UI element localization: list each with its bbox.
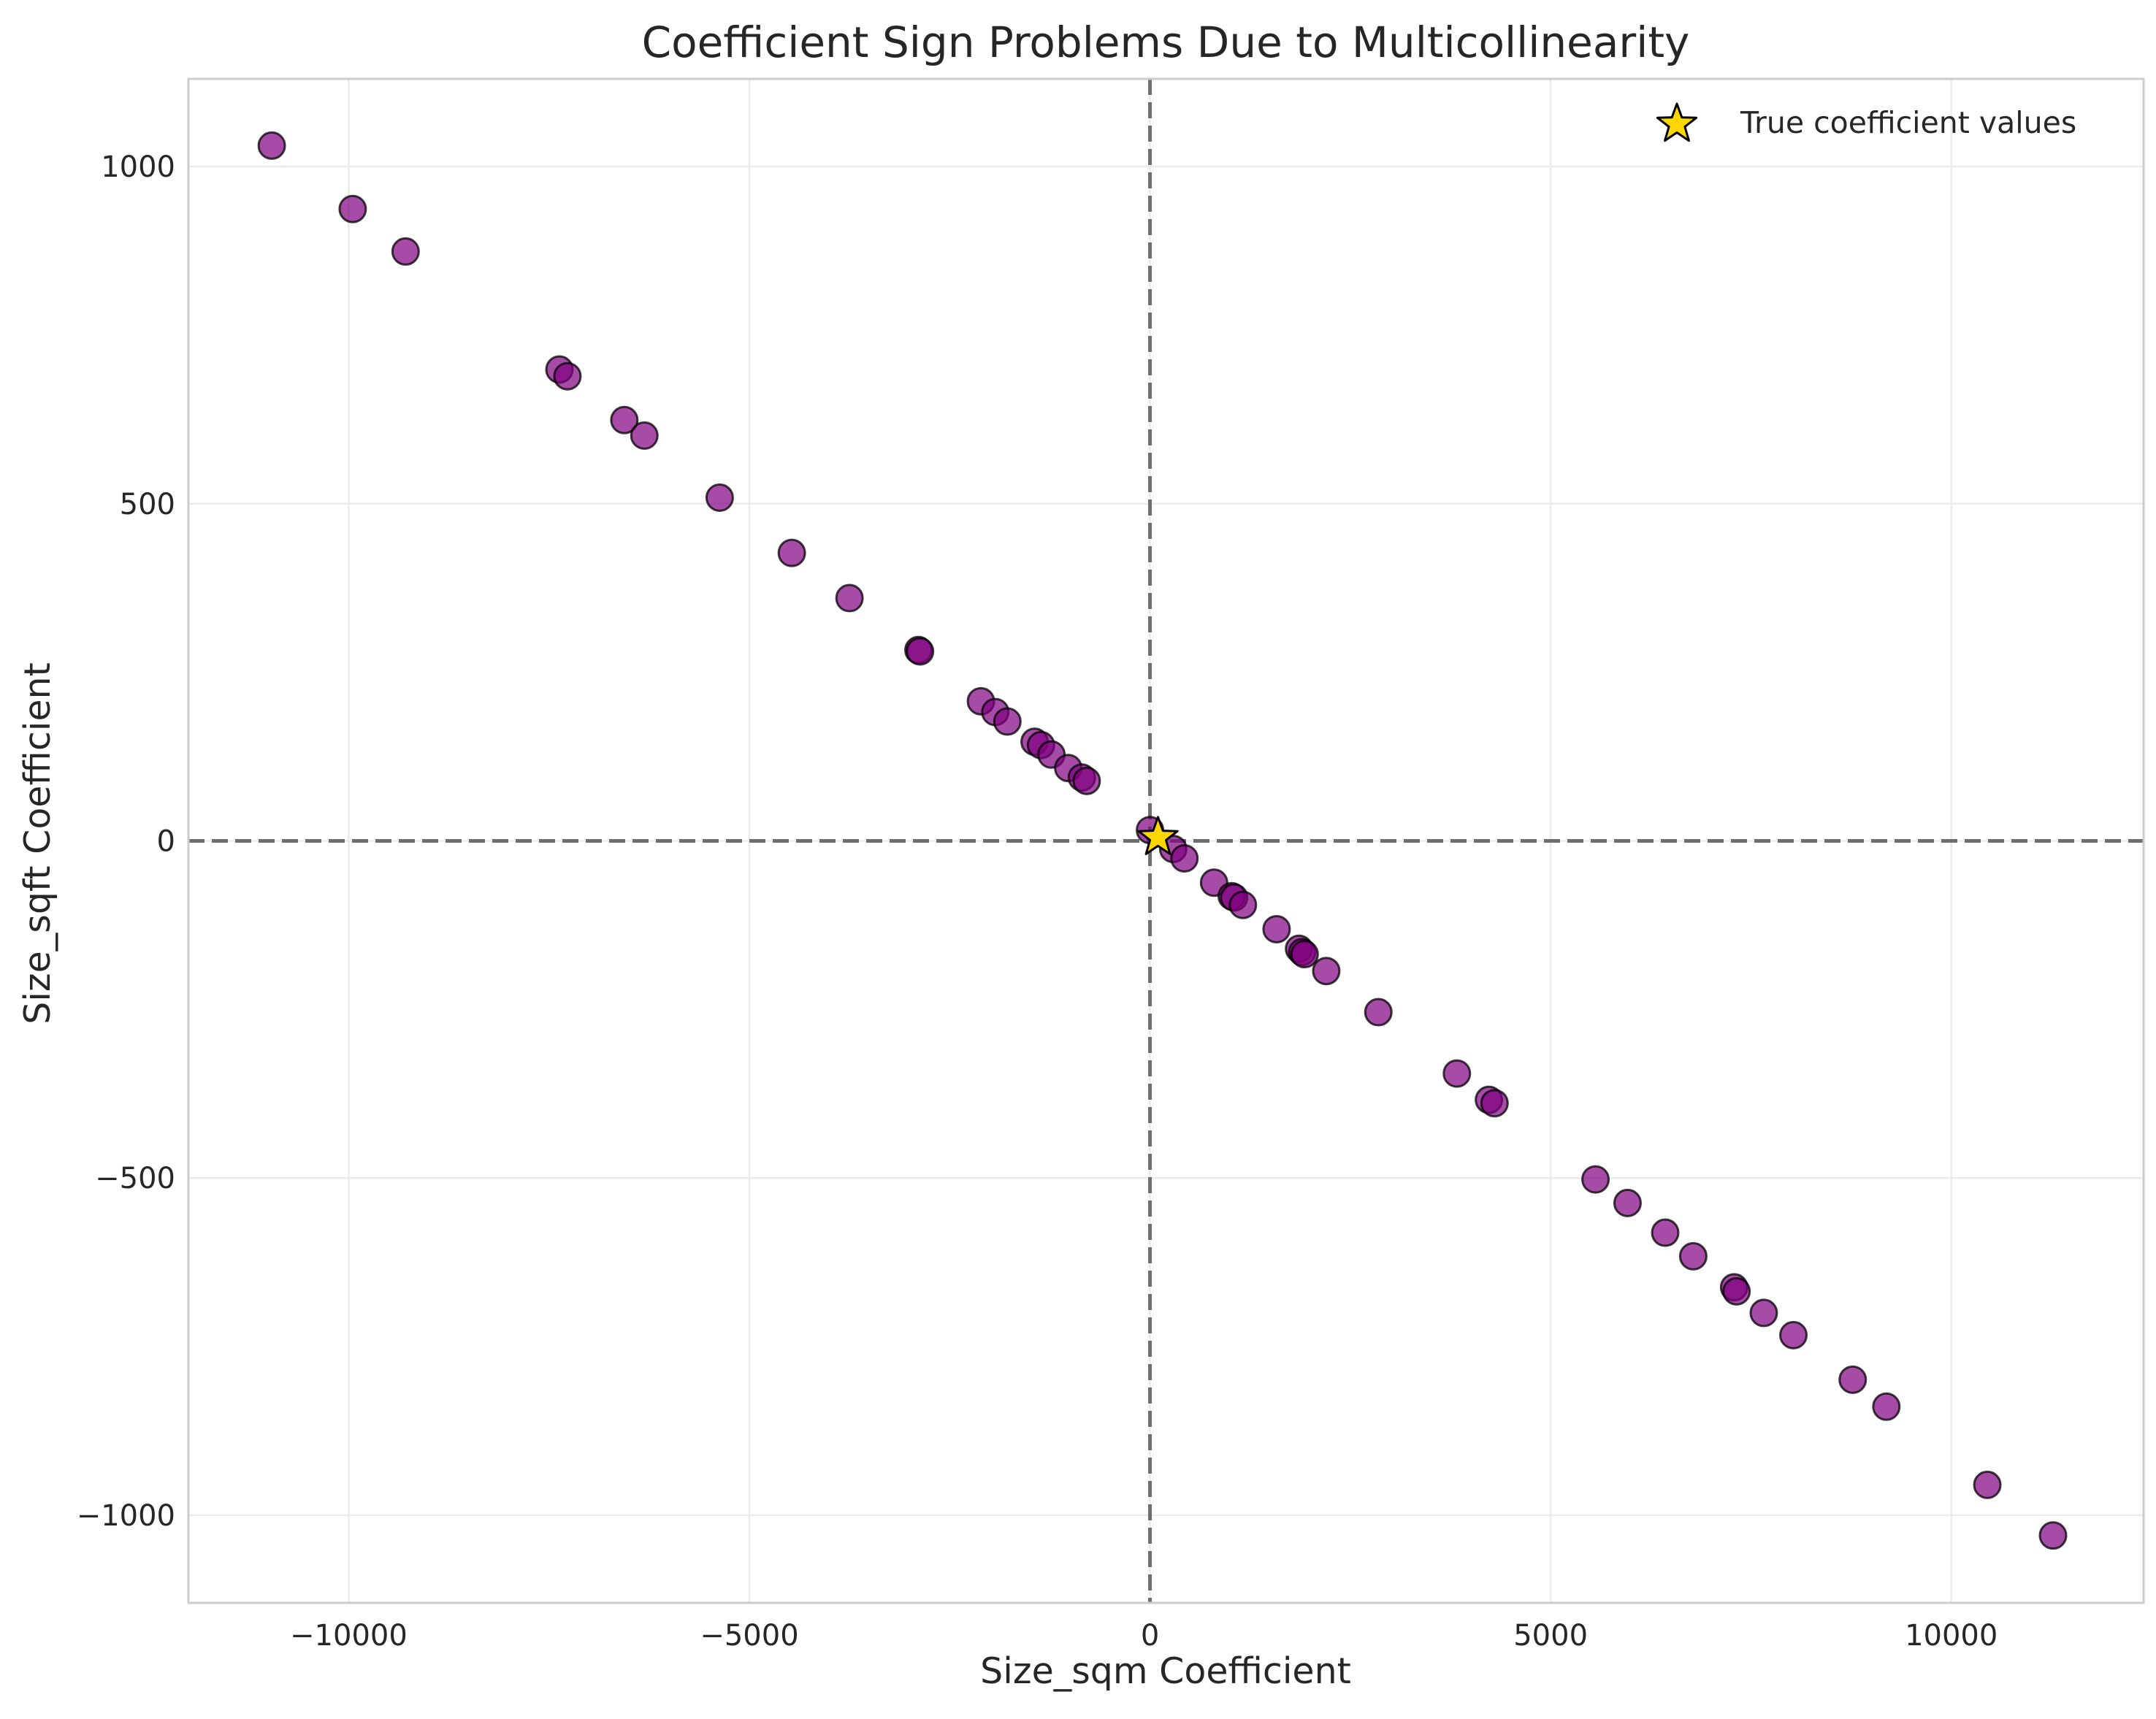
data-point (553, 361, 582, 391)
data-point (993, 707, 1022, 736)
data-point (906, 637, 935, 666)
data-point (1872, 1392, 1901, 1421)
y-tick-label: 0 (157, 825, 175, 859)
data-point (630, 421, 659, 451)
data-point (777, 538, 806, 567)
x-tick-label: −5000 (700, 1619, 798, 1653)
data-point (1838, 1365, 1868, 1394)
data-point (257, 131, 286, 160)
legend-star-icon (1656, 102, 1698, 142)
x-tick-label: 10000 (1905, 1619, 1998, 1653)
data-point (1228, 890, 1258, 919)
data-point (1749, 1298, 1778, 1328)
data-point (1480, 1089, 1509, 1118)
data-point (835, 583, 864, 613)
data-point (610, 405, 639, 434)
data-point (1364, 998, 1393, 1027)
data-point (1581, 1165, 1610, 1194)
legend: True coefficient values (1656, 102, 2076, 142)
true-value-star-marker (1137, 816, 1179, 855)
data-point (1312, 957, 1341, 986)
data-point (1779, 1320, 1808, 1349)
chart-title: Coefficient Sign Problems Due to Multico… (642, 18, 1690, 67)
data-point (1170, 844, 1199, 873)
data-point (338, 194, 367, 223)
data-point (391, 237, 420, 266)
x-tick-label: 5000 (1513, 1619, 1588, 1653)
data-point (705, 483, 734, 512)
plot-frame (187, 77, 2145, 1604)
y-axis-label: Size_sqft Coefficient (17, 662, 58, 1025)
data-point (2038, 1521, 2068, 1550)
data-point (1678, 1241, 1708, 1271)
x-tick-label: −10000 (290, 1619, 408, 1653)
data-point (1262, 914, 1291, 943)
data-point (1290, 940, 1319, 969)
data-point (1442, 1059, 1472, 1088)
y-tick-label: 1000 (101, 150, 175, 184)
data-point (1973, 1470, 2002, 1499)
x-tick-labels: −10000 −5000 0 5000 10000 (290, 1619, 1998, 1653)
data-point (1722, 1276, 1751, 1306)
data-point (1072, 766, 1101, 795)
y-tick-label: −1000 (77, 1499, 175, 1533)
x-tick-label: 0 (1141, 1619, 1159, 1653)
x-axis-label: Size_sqm Coefficient (980, 1650, 1351, 1692)
y-tick-labels: −1000 −500 0 500 1000 (77, 150, 175, 1533)
y-tick-label: 500 (120, 488, 175, 521)
data-point (1613, 1188, 1642, 1217)
data-points (257, 131, 2068, 1550)
y-tick-label: −500 (95, 1162, 175, 1195)
data-point (1651, 1218, 1680, 1247)
legend-label-true-values: True coefficient values (1740, 105, 2076, 140)
